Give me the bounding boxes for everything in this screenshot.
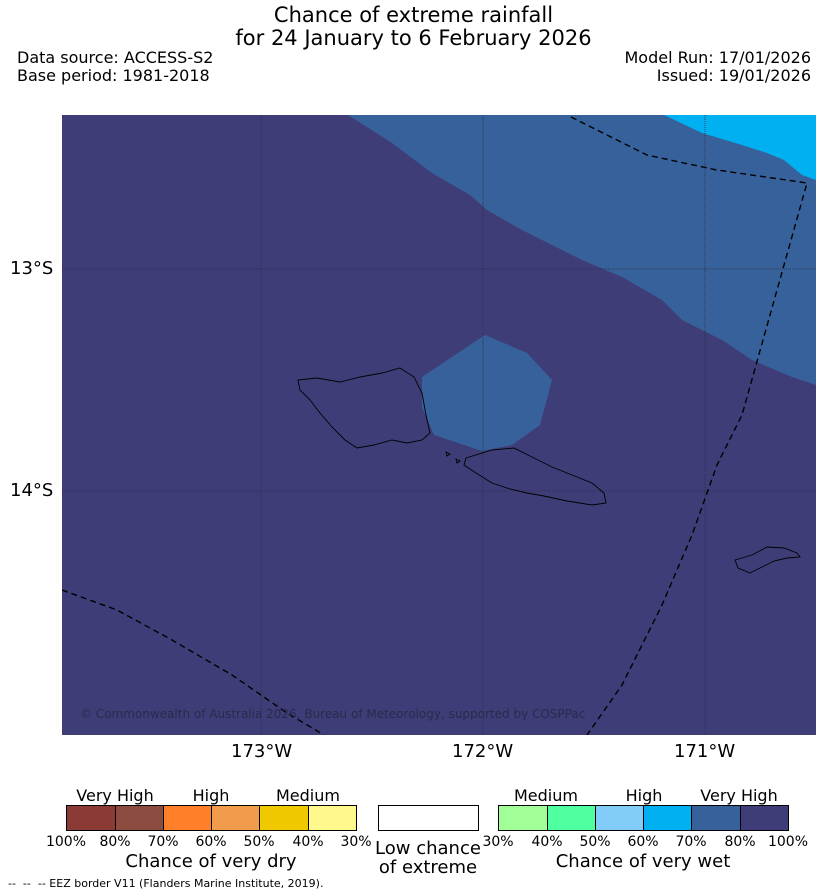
dry-swatch [164,806,212,830]
wet-swatch [692,806,741,830]
dry-tick: 60% [195,834,227,850]
map-title-line2: for 24 January to 6 February 2026 [235,26,592,50]
dry-tick: 30% [340,834,372,850]
wet-swatch [644,806,692,830]
dry-heading-high: High [192,786,230,805]
lon-label-172w: 172°W [452,741,514,762]
lat-label-14s: 14°S [10,480,54,501]
dry-heading-medium: Medium [276,786,340,805]
low-chance-caption-line1: Low chance [375,838,481,859]
wet-tick: 100% [767,834,809,850]
map-panel: © Commonwealth of Australia 2026, Bureau… [62,115,816,735]
eez-border [62,116,808,735]
wet-heading-very-high: Very High [700,786,778,805]
coastlines [297,367,801,574]
islet [455,458,461,464]
wet-heading-medium: Medium [514,786,578,805]
dry-colorbar [66,805,357,831]
lon-label-173w: 173°W [231,741,293,762]
eez-footnote: -- -- -- EEZ border V11 (Flanders Marine… [8,877,324,890]
islet [445,451,451,457]
medium-high-wet-region [664,115,816,180]
dry-heading-very-high: Very High [76,786,154,805]
map-title-line1: Chance of extreme rainfall [273,3,554,27]
wet-tick: 40% [531,834,563,850]
wet-tick: 50% [579,834,611,850]
dry-tick: 80% [99,834,131,850]
high-wet-region [348,115,816,385]
dry-tick: 100% [45,834,87,850]
wet-tick: 30% [482,834,514,850]
wet-tick: 80% [724,834,756,850]
lon-label-171w: 171°W [674,741,736,762]
dry-tick: 50% [243,834,275,850]
wet-tick: 60% [627,834,659,850]
graticule [62,115,816,735]
copyright-notice: © Commonwealth of Australia 2026, Bureau… [80,707,585,721]
wet-swatch [596,806,644,830]
wet-colorbar [498,805,789,831]
low-chance-swatch [378,805,479,831]
tutuila-island [734,546,801,574]
dry-swatch [67,806,116,830]
dry-swatch [212,806,260,830]
dry-swatch [116,806,164,830]
savaii-island [297,367,431,449]
issued-date: Issued: 19/01/2026 [656,66,811,85]
data-source: Data source: ACCESS-S2 [17,48,214,67]
wet-swatch [499,806,548,830]
wet-heading-high: High [625,786,663,805]
wet-swatch [548,806,596,830]
high-wet-patch [422,335,552,451]
dry-caption: Chance of very dry [125,851,297,872]
model-run: Model Run: 17/01/2026 [624,48,812,67]
wet-tick: 70% [675,834,707,850]
upolu-island [463,447,607,506]
lat-label-13s: 13°S [10,258,54,279]
dry-tick: 40% [292,834,324,850]
dry-swatch [309,806,356,830]
wet-swatch [741,806,788,830]
low-chance-caption-line2: of extreme [378,857,478,878]
wet-caption: Chance of very wet [555,851,731,872]
dry-tick: 70% [147,834,179,850]
dry-swatch [260,806,309,830]
base-period: Base period: 1981-2018 [17,66,210,85]
